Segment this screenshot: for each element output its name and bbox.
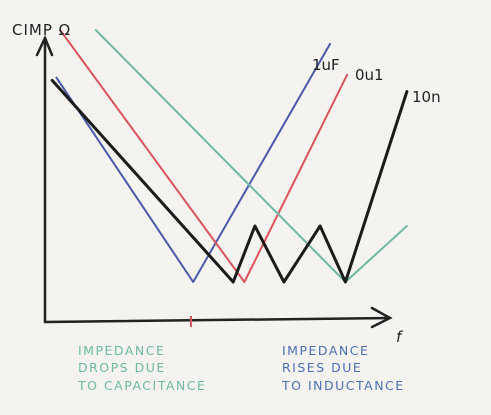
note-capacitance-line-3: TO CAPACITANCE (77, 378, 206, 393)
axes (35, 34, 393, 329)
x-axis (43, 316, 390, 324)
series-label-0u1: 0u1 (355, 66, 384, 84)
note-inductance: IMPEDANCE RISES DUE TO INDUCTANCE (281, 343, 405, 393)
note-capacitance-line-2: DROPS DUE (78, 360, 166, 375)
y-axis-label: CIMP Ω (12, 21, 71, 39)
y-axis-arrow (35, 34, 54, 57)
note-inductance-line-2: RISES DUE (282, 360, 362, 375)
series-label-10n: 10n (412, 88, 441, 106)
note-inductance-line-3: TO INDUCTANCE (281, 378, 405, 393)
series-label-1uf: 1uF (312, 56, 340, 74)
series-line-1uf (55, 43, 331, 283)
note-capacitance: IMPEDANCE DROPS DUE TO CAPACITANCE (77, 343, 206, 393)
note-capacitance-line-1: IMPEDANCE (78, 343, 165, 358)
series-layer (50, 29, 409, 284)
x-axis-label: f (396, 328, 404, 346)
series-line-combined (50, 78, 409, 284)
x-axis-arrow (370, 306, 393, 329)
note-inductance-line-1: IMPEDANCE (282, 343, 369, 358)
series-line-0u1 (59, 29, 349, 283)
